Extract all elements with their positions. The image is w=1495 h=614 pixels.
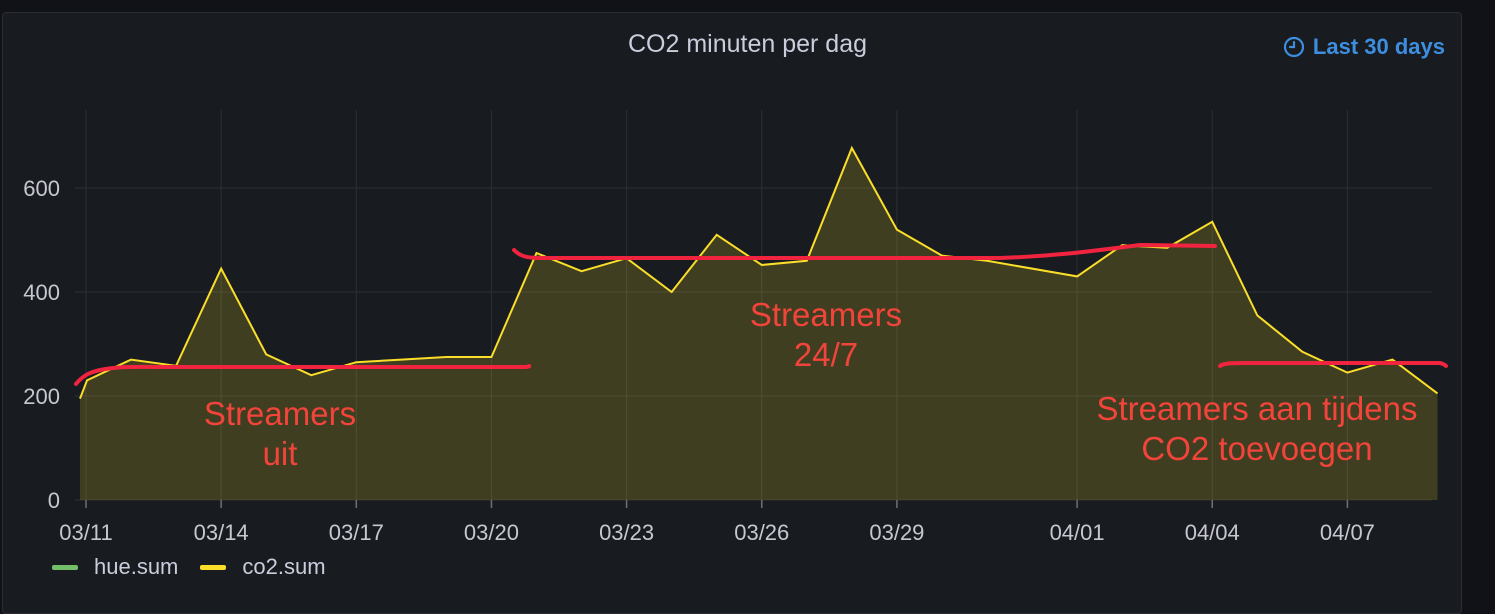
x-tick-label-03/14: 03/14 bbox=[194, 520, 249, 545]
legend-label-hue: hue.sum bbox=[94, 554, 178, 580]
y-tick-label-400: 400 bbox=[23, 280, 60, 305]
x-tick-label-03/20: 03/20 bbox=[464, 520, 519, 545]
x-tick-label-04/04: 04/04 bbox=[1185, 520, 1240, 545]
legend: hue.sum co2.sum bbox=[52, 554, 326, 580]
legend-label-co2: co2.sum bbox=[242, 554, 325, 580]
y-tick-label-0: 0 bbox=[48, 488, 60, 513]
annotation-text-0-0: Streamers bbox=[204, 395, 356, 432]
annotation-text-2-1: CO2 toevoegen bbox=[1141, 430, 1372, 467]
x-tick-label-03/17: 03/17 bbox=[329, 520, 384, 545]
legend-swatch-hue bbox=[52, 565, 78, 570]
annotation-text-1-1: 24/7 bbox=[794, 336, 858, 373]
x-tick-label-04/07: 04/07 bbox=[1320, 520, 1375, 545]
co2-area-chart[interactable]: 0 200 400 600 03/11 03/14 03/17 03/20 03/23 03/2… bbox=[0, 0, 1495, 587]
x-tick-label-03/29: 03/29 bbox=[869, 520, 924, 545]
annotation-text-1-0: Streamers bbox=[750, 296, 902, 333]
x-axis: 03/11 03/14 03/17 03/20 03/23 03/26 03/29 04/01… bbox=[59, 500, 1375, 545]
annotation-text-0-1: uit bbox=[263, 435, 298, 472]
legend-item-co2[interactable]: co2.sum bbox=[200, 554, 325, 580]
y-tick-label-200: 200 bbox=[23, 384, 60, 409]
x-tick-label-04/01: 04/01 bbox=[1050, 520, 1105, 545]
x-tick-label-03/11: 03/11 bbox=[59, 520, 112, 545]
y-axis: 0 200 400 600 bbox=[23, 176, 60, 513]
y-tick-label-600: 600 bbox=[23, 176, 60, 201]
x-tick-label-03/23: 03/23 bbox=[599, 520, 654, 545]
legend-swatch-co2 bbox=[200, 565, 226, 570]
x-tick-label-03/26: 03/26 bbox=[734, 520, 789, 545]
annotation-text-2-0: Streamers aan tijdens bbox=[1097, 390, 1418, 427]
legend-item-hue[interactable]: hue.sum bbox=[52, 554, 178, 580]
